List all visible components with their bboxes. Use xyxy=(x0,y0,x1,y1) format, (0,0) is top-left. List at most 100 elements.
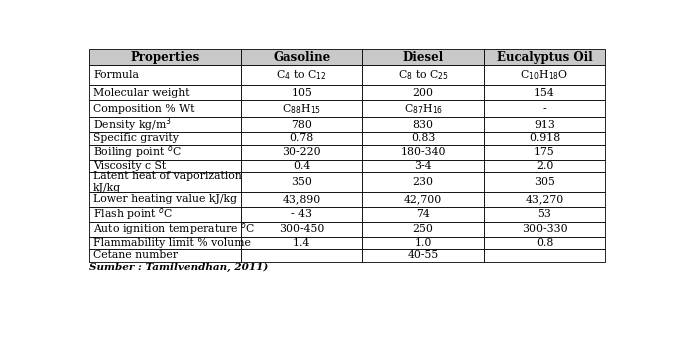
Text: Sumber : Tamilvendhan, 2011): Sumber : Tamilvendhan, 2011) xyxy=(89,263,268,272)
Bar xyxy=(362,65,484,85)
Text: Composition % Wt: Composition % Wt xyxy=(93,104,194,114)
Text: Latent heat of vaporization
kJ/kg: Latent heat of vaporization kJ/kg xyxy=(93,171,242,193)
Text: 43,890: 43,890 xyxy=(283,195,321,204)
Bar xyxy=(89,117,241,132)
Text: 830: 830 xyxy=(412,120,433,130)
Text: C$_4$ to C$_{12}$: C$_4$ to C$_{12}$ xyxy=(276,68,327,82)
Bar xyxy=(241,207,362,222)
Bar xyxy=(484,237,605,249)
Text: Properties: Properties xyxy=(131,51,200,64)
Text: 300-450: 300-450 xyxy=(279,224,324,234)
Bar xyxy=(362,100,484,117)
Bar xyxy=(241,145,362,160)
Text: 780: 780 xyxy=(291,120,312,130)
Text: -: - xyxy=(543,104,546,114)
Bar xyxy=(362,237,484,249)
Bar xyxy=(241,49,362,65)
Text: C$_{88}$H$_{15}$: C$_{88}$H$_{15}$ xyxy=(282,102,322,115)
Bar xyxy=(241,249,362,262)
Text: Lower heating value kJ/kg: Lower heating value kJ/kg xyxy=(93,195,237,204)
Text: 180-340: 180-340 xyxy=(400,147,446,157)
Bar xyxy=(89,249,241,262)
Bar xyxy=(362,132,484,145)
Bar xyxy=(241,160,362,172)
Bar xyxy=(362,222,484,237)
Bar xyxy=(484,49,605,65)
Text: Auto ignition temperature $^o$C: Auto ignition temperature $^o$C xyxy=(93,221,255,237)
Bar xyxy=(362,85,484,100)
Bar xyxy=(241,117,362,132)
Text: - 43: - 43 xyxy=(291,209,312,219)
Text: C$_8$ to C$_{25}$: C$_8$ to C$_{25}$ xyxy=(397,68,449,82)
Text: 0.4: 0.4 xyxy=(293,161,311,171)
Bar xyxy=(89,65,241,85)
Bar xyxy=(89,222,241,237)
Text: 42,700: 42,700 xyxy=(404,195,442,204)
Text: Cetane number: Cetane number xyxy=(93,251,178,261)
Bar xyxy=(362,207,484,222)
Bar xyxy=(89,160,241,172)
Text: 0.918: 0.918 xyxy=(529,133,560,143)
Bar xyxy=(89,237,241,249)
Text: Flash point $^o$C: Flash point $^o$C xyxy=(93,206,173,222)
Bar xyxy=(484,207,605,222)
Bar xyxy=(89,85,241,100)
Bar xyxy=(362,192,484,207)
Text: 30-220: 30-220 xyxy=(282,147,321,157)
Text: Formula: Formula xyxy=(93,70,139,80)
Text: 300-330: 300-330 xyxy=(521,224,567,234)
Bar xyxy=(362,117,484,132)
Text: Density kg/m$^3$: Density kg/m$^3$ xyxy=(93,115,172,134)
Bar xyxy=(89,192,241,207)
Text: 0.83: 0.83 xyxy=(411,133,435,143)
Text: 74: 74 xyxy=(416,209,430,219)
Text: Diesel: Diesel xyxy=(403,51,443,64)
Text: 200: 200 xyxy=(412,88,433,98)
Bar xyxy=(241,222,362,237)
Text: 250: 250 xyxy=(413,224,433,234)
Text: Molecular weight: Molecular weight xyxy=(93,88,190,98)
Bar xyxy=(484,222,605,237)
Text: Gasoline: Gasoline xyxy=(273,51,330,64)
Text: 3-4: 3-4 xyxy=(414,161,432,171)
Bar xyxy=(241,85,362,100)
Bar xyxy=(362,160,484,172)
Bar xyxy=(89,132,241,145)
Text: 53: 53 xyxy=(538,209,551,219)
Text: C$_{87}$H$_{16}$: C$_{87}$H$_{16}$ xyxy=(403,102,443,115)
Bar xyxy=(484,65,605,85)
Bar xyxy=(484,145,605,160)
Bar xyxy=(484,100,605,117)
Bar xyxy=(484,132,605,145)
Text: Eucalyptus Oil: Eucalyptus Oil xyxy=(497,51,592,64)
Bar xyxy=(362,145,484,160)
Text: Viscosity c St: Viscosity c St xyxy=(93,161,166,171)
Text: 350: 350 xyxy=(291,177,312,187)
Text: 0.78: 0.78 xyxy=(290,133,314,143)
Bar xyxy=(241,172,362,192)
Text: 230: 230 xyxy=(412,177,433,187)
Bar xyxy=(241,65,362,85)
Text: 40-55: 40-55 xyxy=(408,251,439,261)
Bar xyxy=(89,207,241,222)
Text: C$_{10}$H$_{18}$O: C$_{10}$H$_{18}$O xyxy=(520,68,569,82)
Text: 0.8: 0.8 xyxy=(536,238,553,248)
Text: Boiling point $^o$C: Boiling point $^o$C xyxy=(93,144,182,160)
Text: Flammability limit % volume: Flammability limit % volume xyxy=(93,238,251,248)
Text: 43,270: 43,270 xyxy=(525,195,563,204)
Bar xyxy=(362,172,484,192)
Bar xyxy=(89,49,241,65)
Bar xyxy=(89,145,241,160)
Bar xyxy=(241,100,362,117)
Bar xyxy=(89,100,241,117)
Text: 1.4: 1.4 xyxy=(293,238,311,248)
Bar xyxy=(484,249,605,262)
Bar xyxy=(362,249,484,262)
Bar xyxy=(484,85,605,100)
Bar xyxy=(484,192,605,207)
Bar xyxy=(484,160,605,172)
Bar xyxy=(241,132,362,145)
Bar xyxy=(484,117,605,132)
Text: 1.0: 1.0 xyxy=(414,238,432,248)
Text: 913: 913 xyxy=(534,120,555,130)
